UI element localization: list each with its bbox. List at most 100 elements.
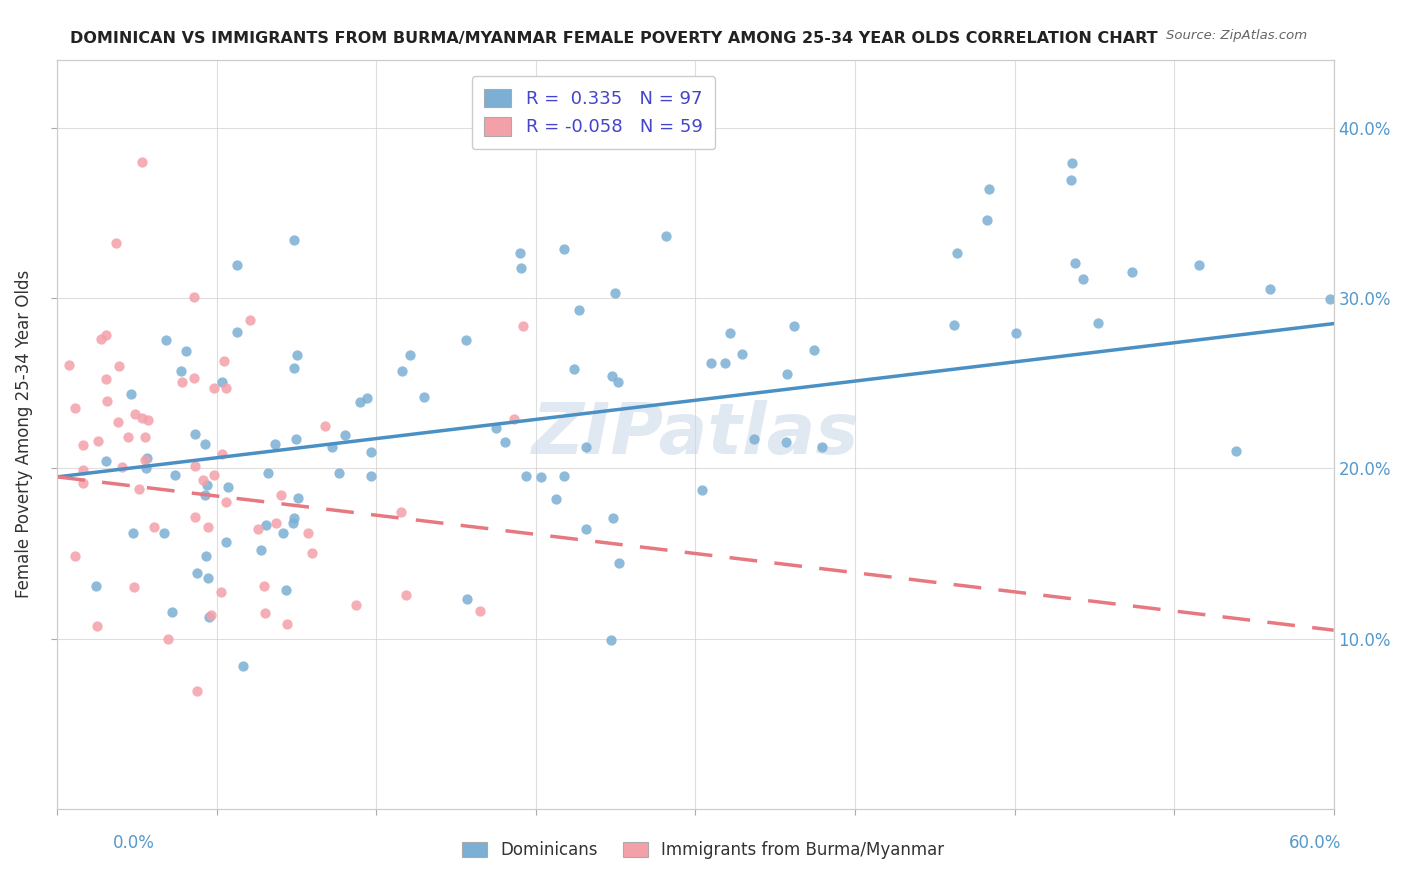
Point <box>700 356 723 370</box>
Point <box>714 356 737 370</box>
Point <box>197 571 219 585</box>
Point <box>284 432 307 446</box>
Point <box>333 428 356 442</box>
Point <box>512 318 534 333</box>
Point <box>276 617 298 632</box>
Point <box>209 585 232 599</box>
Point <box>270 488 292 502</box>
Point <box>122 580 145 594</box>
Point <box>1225 444 1247 458</box>
Point <box>775 434 797 449</box>
Text: DOMINICAN VS IMMIGRANTS FROM BURMA/MYANMAR FEMALE POVERTY AMONG 25-34 YEAR OLDS : DOMINICAN VS IMMIGRANTS FROM BURMA/MYANM… <box>70 31 1159 46</box>
Point <box>124 408 146 422</box>
Point <box>810 440 832 454</box>
Point <box>515 468 537 483</box>
Point <box>1258 282 1281 296</box>
Point <box>600 633 623 648</box>
Point <box>186 566 208 580</box>
Point <box>107 415 129 429</box>
Point <box>1063 256 1085 270</box>
Point <box>283 360 305 375</box>
Point <box>86 619 108 633</box>
Point <box>349 395 371 409</box>
Point <box>191 473 214 487</box>
Point <box>72 476 94 491</box>
Point <box>131 411 153 425</box>
Point <box>163 467 186 482</box>
Point <box>314 419 336 434</box>
Point <box>718 326 741 340</box>
Point <box>94 327 117 342</box>
Point <box>568 302 591 317</box>
Point <box>603 286 626 301</box>
Point <box>120 387 142 401</box>
Point <box>1005 326 1028 340</box>
Point <box>468 604 491 618</box>
Point <box>94 372 117 386</box>
Point <box>63 401 86 415</box>
Point <box>285 347 308 361</box>
Point <box>509 246 531 260</box>
Point <box>226 326 249 340</box>
Point <box>72 438 94 452</box>
Text: 60.0%: 60.0% <box>1288 834 1341 852</box>
Point <box>321 440 343 454</box>
Point <box>395 588 418 602</box>
Point <box>456 592 478 607</box>
Point <box>160 605 183 619</box>
Point <box>246 522 269 536</box>
Point <box>690 483 713 498</box>
Point <box>172 375 194 389</box>
Point <box>344 599 367 613</box>
Point <box>287 491 309 505</box>
Point <box>494 434 516 449</box>
Point <box>1060 155 1083 169</box>
Point <box>215 495 238 509</box>
Point <box>945 246 967 260</box>
Point <box>211 375 233 389</box>
Point <box>131 154 153 169</box>
Text: 0.0%: 0.0% <box>112 834 155 852</box>
Point <box>65 549 87 563</box>
Point <box>1319 292 1341 306</box>
Point <box>96 393 118 408</box>
Point <box>111 460 134 475</box>
Point <box>194 437 217 451</box>
Point <box>1060 173 1083 187</box>
Point <box>200 608 222 623</box>
Point <box>184 426 207 441</box>
Point <box>183 290 205 304</box>
Point <box>575 522 598 536</box>
Point <box>529 469 551 483</box>
Point <box>204 381 226 395</box>
Point <box>271 525 294 540</box>
Point <box>274 583 297 598</box>
Point <box>782 318 804 333</box>
Point <box>254 606 277 620</box>
Point <box>136 413 159 427</box>
Point <box>94 454 117 468</box>
Point <box>117 430 139 444</box>
Point <box>1071 272 1094 286</box>
Point <box>135 451 157 466</box>
Legend: R =  0.335   N = 97, R = -0.058   N = 59: R = 0.335 N = 97, R = -0.058 N = 59 <box>471 76 716 149</box>
Point <box>575 440 598 454</box>
Point <box>72 463 94 477</box>
Point <box>253 579 276 593</box>
Point <box>86 579 108 593</box>
Point <box>356 391 378 405</box>
Point <box>1087 316 1109 330</box>
Point <box>485 420 508 434</box>
Point <box>1188 259 1211 273</box>
Point <box>256 517 278 532</box>
Legend: Dominicans, Immigrants from Burma/Myanmar: Dominicans, Immigrants from Burma/Myanma… <box>456 835 950 866</box>
Point <box>184 510 207 524</box>
Point <box>281 516 304 531</box>
Point <box>90 332 112 346</box>
Text: Source: ZipAtlas.com: Source: ZipAtlas.com <box>1167 29 1308 42</box>
Point <box>194 549 217 563</box>
Point <box>776 367 799 381</box>
Point <box>239 313 262 327</box>
Point <box>454 333 477 347</box>
Point <box>128 483 150 497</box>
